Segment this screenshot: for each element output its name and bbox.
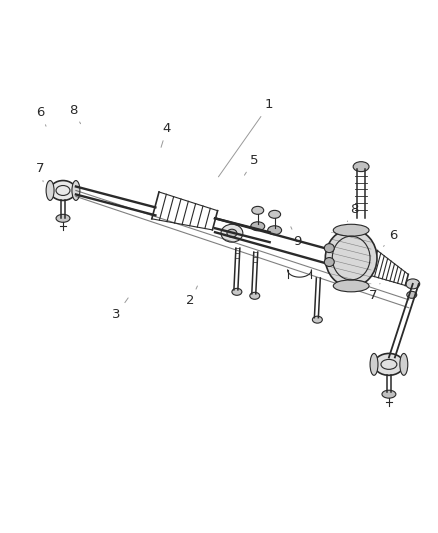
Ellipse shape xyxy=(312,316,322,323)
Ellipse shape xyxy=(252,206,264,214)
Ellipse shape xyxy=(325,229,377,287)
Text: 6: 6 xyxy=(36,107,46,126)
Ellipse shape xyxy=(324,244,334,253)
Ellipse shape xyxy=(374,353,404,375)
Ellipse shape xyxy=(324,257,334,266)
Text: 8: 8 xyxy=(69,104,81,124)
Ellipse shape xyxy=(251,222,265,231)
Ellipse shape xyxy=(72,181,80,200)
Ellipse shape xyxy=(407,292,417,298)
Ellipse shape xyxy=(333,280,369,292)
Ellipse shape xyxy=(268,226,282,235)
Text: 9: 9 xyxy=(291,227,301,247)
Ellipse shape xyxy=(400,353,408,375)
Ellipse shape xyxy=(353,161,369,172)
Ellipse shape xyxy=(221,224,243,242)
Text: 2: 2 xyxy=(187,286,198,308)
Text: 6: 6 xyxy=(384,229,397,246)
Ellipse shape xyxy=(333,224,369,236)
Text: 7: 7 xyxy=(36,162,45,182)
Ellipse shape xyxy=(406,279,420,289)
Ellipse shape xyxy=(268,211,281,219)
Ellipse shape xyxy=(250,292,260,300)
Ellipse shape xyxy=(370,353,378,375)
Text: 8: 8 xyxy=(347,203,358,222)
Ellipse shape xyxy=(56,214,70,222)
Ellipse shape xyxy=(46,181,54,200)
Ellipse shape xyxy=(50,181,76,200)
Text: 7: 7 xyxy=(369,284,380,302)
Ellipse shape xyxy=(227,229,237,237)
Text: 5: 5 xyxy=(244,154,258,175)
Ellipse shape xyxy=(382,390,396,398)
Text: 4: 4 xyxy=(161,122,171,147)
Text: 1: 1 xyxy=(219,99,273,177)
Text: 3: 3 xyxy=(113,298,128,321)
Ellipse shape xyxy=(232,288,242,295)
